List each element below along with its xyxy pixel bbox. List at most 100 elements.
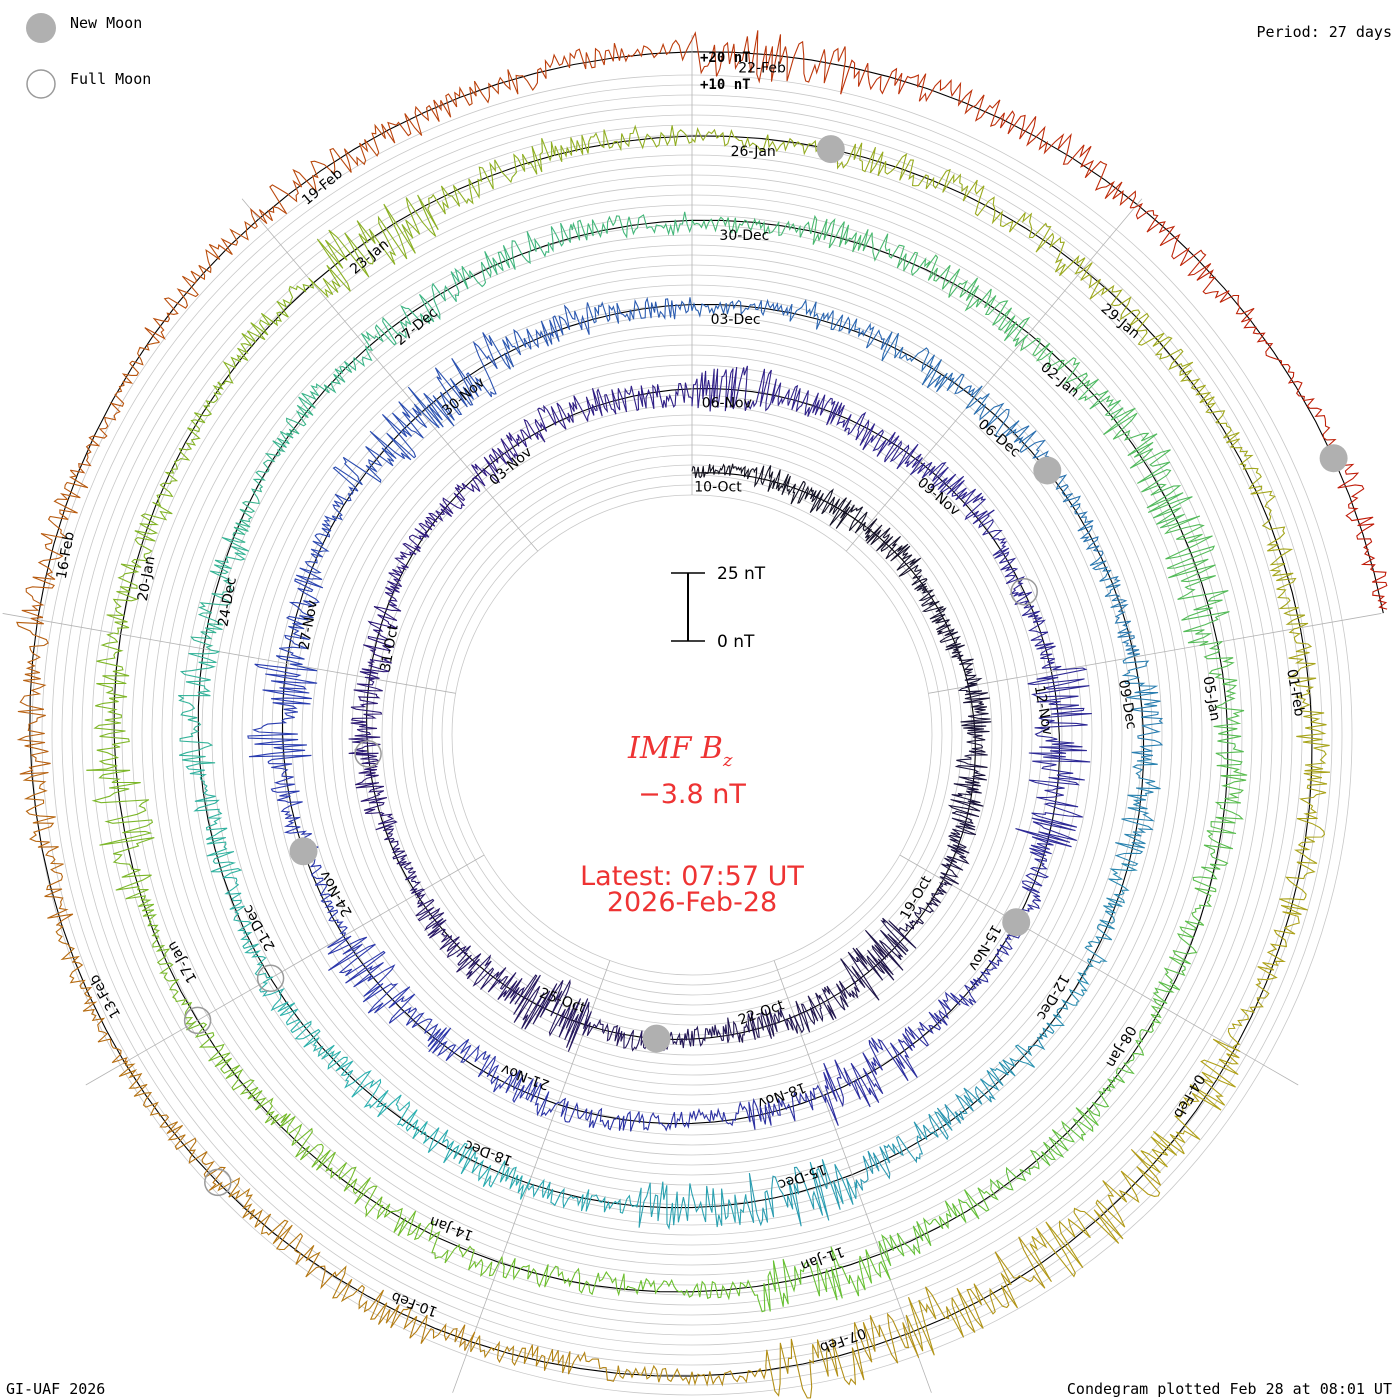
- bz-trace-segment: [279, 1113, 384, 1218]
- bz-trace-segment: [617, 1364, 767, 1387]
- bz-trace-segment: [1287, 627, 1330, 772]
- date-label: 22-Feb: [738, 61, 786, 77]
- bz-trace-segment: [217, 282, 315, 386]
- bz-trace-segment: [86, 769, 155, 901]
- bz-trace-segment: [691, 463, 754, 480]
- ring-scale-top-label: +20 nT: [700, 50, 751, 66]
- bz-trace-segment: [769, 378, 852, 432]
- full-moon-marker: [183, 1006, 212, 1035]
- bz-trace-segment: [840, 59, 1001, 127]
- bz-trace-segment: [152, 381, 224, 507]
- bz-trace-segment: [757, 1246, 891, 1313]
- bz-trace-segment: [1015, 752, 1091, 848]
- bz-trace-segment: [534, 39, 690, 87]
- bz-trace-segment: [855, 1107, 953, 1191]
- center-readout: IMF Bz −3.8 nT Latest: 07:57 UT 2026-Feb…: [580, 731, 804, 918]
- bz-trace-segment: [897, 991, 977, 1059]
- bz-trace-segment: [332, 401, 428, 486]
- bz-trace-segment: [1331, 453, 1388, 610]
- day-spoke: [899, 854, 1299, 1086]
- bz-trace-segment: [354, 754, 398, 831]
- bz-trace-segment: [1241, 317, 1337, 454]
- full-moon-marker: [354, 740, 382, 768]
- credit-label: GI-UAF 2026: [6, 1380, 105, 1398]
- bz-trace-segment: [331, 1265, 476, 1351]
- full-moon-marker: [256, 964, 285, 993]
- date-label: 14-Jan: [428, 1213, 476, 1244]
- bz-trace-segment: [627, 1277, 759, 1301]
- new-moon-marker: [1319, 444, 1348, 473]
- current-value: −3.8 nT: [638, 779, 746, 810]
- full-moon-marker: [1010, 577, 1038, 606]
- bz-trace-segment: [470, 1335, 619, 1382]
- bz-trace-segment: [898, 881, 953, 932]
- bz-trace-segment: [793, 977, 860, 1034]
- date-label: 18-Dec: [462, 1136, 514, 1168]
- bz-trace-segment: [86, 632, 130, 771]
- bz-trace-segment: [994, 110, 1136, 209]
- bz-trace-segment: [823, 1037, 918, 1126]
- bz-trace-segment: [1027, 960, 1094, 1051]
- bz-trace-segment: [477, 1051, 561, 1118]
- bz-trace-segment: [186, 1021, 291, 1126]
- new-moon-marker: [642, 1024, 671, 1053]
- bz-trace-segment: [936, 624, 981, 688]
- day-spoke: [2, 613, 456, 694]
- bz-trace-segment: [303, 851, 348, 949]
- bz-trace-segment: [789, 298, 893, 350]
- bz-trace-segment: [456, 945, 525, 1005]
- date-label: 12-Nov: [1031, 684, 1055, 736]
- bz-trace-segment: [947, 750, 988, 818]
- date-label: 20-Jan: [135, 555, 159, 602]
- bz-trace-segment: [285, 345, 373, 439]
- bz-trace-segment: [21, 469, 89, 625]
- bz-trace-segment: [308, 194, 439, 299]
- bz-trace-segment: [1013, 836, 1072, 924]
- date-label: 09-Nov: [914, 475, 963, 520]
- bz-trace-segment: [559, 1097, 649, 1132]
- bz-trace-segment: [459, 222, 572, 290]
- bz-trace-segment: [501, 1256, 629, 1297]
- bz-trace-segment: [828, 140, 969, 193]
- bz-trace-segment: [1140, 1038, 1241, 1174]
- bz-trace-segment: [384, 534, 427, 607]
- date-label: 10-Feb: [389, 1288, 439, 1319]
- bz-trace-segment: [118, 1060, 226, 1191]
- bz-trace-segment: [1279, 770, 1331, 915]
- bz-trace-segment: [534, 387, 617, 443]
- latest-date: 2026-Feb-28: [607, 887, 777, 918]
- bz-trace-segment: [1103, 407, 1200, 529]
- bz-trace-segment: [936, 1044, 1036, 1125]
- bz-trace-segment: [570, 211, 693, 241]
- bz-trace-segment: [989, 1107, 1099, 1191]
- date-label: 19-Feb: [299, 166, 346, 209]
- bz-trace-segment: [1027, 667, 1092, 754]
- ring-scale-mid-label: +10 nT: [700, 77, 751, 93]
- day-spoke: [928, 613, 1382, 694]
- bz-trace-segment: [957, 684, 992, 753]
- date-label: 25-Oct: [537, 985, 588, 1016]
- full-moon-marker: [204, 1168, 232, 1197]
- bz-trace-segment: [250, 123, 387, 225]
- full-moon-legend-icon: [26, 69, 56, 99]
- bz-trace-segment: [144, 215, 258, 343]
- date-label: 21-Dec: [240, 902, 279, 953]
- date-label: 04-Feb: [1170, 1071, 1208, 1120]
- bz-trace-segment: [327, 935, 416, 1024]
- bz-trace-segment: [909, 461, 995, 525]
- bz-trace-segment: [862, 518, 922, 577]
- bz-trace-segment: [1179, 361, 1263, 490]
- bz-trace-segment: [178, 651, 220, 765]
- bz-trace-segment: [348, 678, 383, 756]
- bz-trace-segment: [267, 761, 319, 852]
- bz-trace-segment: [550, 124, 693, 163]
- bz-trace-segment: [427, 138, 553, 230]
- date-label: 11-Jan: [798, 1243, 846, 1274]
- bz-trace-segment: [691, 365, 772, 412]
- bz-trace-segment: [840, 917, 917, 1001]
- bz-trace-segment: [582, 1018, 658, 1052]
- date-label: 07-Feb: [818, 1324, 868, 1355]
- bz-trace-segment: [383, 825, 426, 896]
- quantity-title: IMF Bz: [627, 731, 733, 771]
- new-moon-marker: [1033, 456, 1062, 485]
